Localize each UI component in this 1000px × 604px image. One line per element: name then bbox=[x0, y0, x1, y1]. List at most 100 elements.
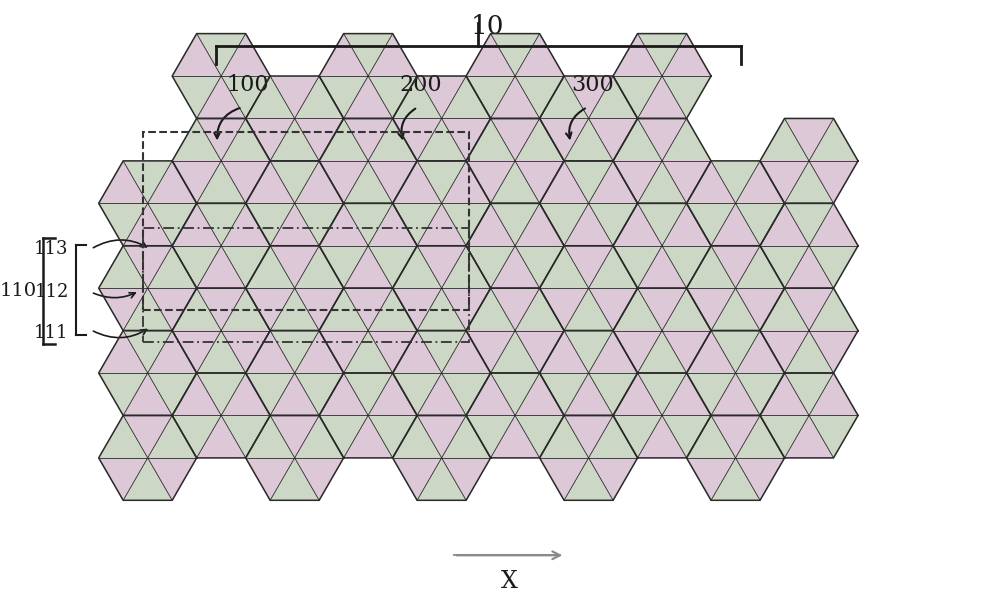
Polygon shape bbox=[221, 373, 270, 416]
Polygon shape bbox=[99, 330, 148, 373]
Polygon shape bbox=[417, 330, 466, 373]
Polygon shape bbox=[687, 416, 736, 458]
Polygon shape bbox=[613, 246, 662, 288]
Polygon shape bbox=[491, 246, 540, 288]
Polygon shape bbox=[417, 416, 466, 458]
Polygon shape bbox=[466, 373, 515, 416]
Text: 110: 110 bbox=[0, 282, 36, 300]
Polygon shape bbox=[197, 34, 246, 76]
Polygon shape bbox=[711, 373, 760, 416]
Polygon shape bbox=[368, 373, 417, 416]
Polygon shape bbox=[221, 34, 270, 76]
Polygon shape bbox=[540, 416, 589, 458]
Polygon shape bbox=[417, 118, 466, 161]
Polygon shape bbox=[172, 76, 221, 118]
Text: 300: 300 bbox=[572, 74, 614, 96]
Polygon shape bbox=[711, 161, 760, 204]
Polygon shape bbox=[197, 330, 246, 373]
Polygon shape bbox=[515, 76, 564, 118]
Polygon shape bbox=[295, 118, 344, 161]
Polygon shape bbox=[491, 161, 540, 204]
Polygon shape bbox=[295, 458, 344, 500]
Polygon shape bbox=[442, 161, 491, 204]
Polygon shape bbox=[99, 204, 148, 246]
Polygon shape bbox=[99, 458, 148, 500]
Text: X: X bbox=[501, 570, 518, 593]
Polygon shape bbox=[760, 204, 809, 246]
Polygon shape bbox=[442, 76, 491, 118]
Polygon shape bbox=[711, 204, 760, 246]
Polygon shape bbox=[613, 118, 662, 161]
Polygon shape bbox=[319, 373, 368, 416]
Polygon shape bbox=[246, 204, 295, 246]
Polygon shape bbox=[809, 330, 858, 373]
Polygon shape bbox=[148, 246, 197, 288]
Polygon shape bbox=[197, 76, 246, 118]
Polygon shape bbox=[711, 458, 760, 500]
Polygon shape bbox=[442, 118, 491, 161]
Polygon shape bbox=[417, 204, 466, 246]
Polygon shape bbox=[123, 288, 172, 330]
Polygon shape bbox=[123, 458, 172, 500]
Polygon shape bbox=[319, 76, 368, 118]
Polygon shape bbox=[197, 118, 246, 161]
Polygon shape bbox=[491, 416, 540, 458]
Polygon shape bbox=[442, 246, 491, 288]
Polygon shape bbox=[344, 246, 393, 288]
Polygon shape bbox=[172, 330, 221, 373]
Polygon shape bbox=[270, 373, 319, 416]
Text: 200: 200 bbox=[399, 74, 442, 96]
Polygon shape bbox=[466, 330, 515, 373]
Polygon shape bbox=[589, 458, 638, 500]
Polygon shape bbox=[687, 458, 736, 500]
Polygon shape bbox=[785, 288, 834, 330]
Polygon shape bbox=[736, 246, 785, 288]
Polygon shape bbox=[417, 458, 466, 500]
Polygon shape bbox=[589, 246, 638, 288]
Polygon shape bbox=[491, 118, 540, 161]
Polygon shape bbox=[393, 204, 442, 246]
Text: 111: 111 bbox=[34, 324, 69, 342]
Polygon shape bbox=[344, 416, 393, 458]
Polygon shape bbox=[466, 118, 515, 161]
Text: 112: 112 bbox=[34, 283, 69, 301]
Polygon shape bbox=[540, 161, 589, 204]
Polygon shape bbox=[515, 118, 564, 161]
Polygon shape bbox=[687, 288, 736, 330]
Polygon shape bbox=[540, 373, 589, 416]
Polygon shape bbox=[711, 246, 760, 288]
Polygon shape bbox=[760, 288, 809, 330]
Polygon shape bbox=[197, 204, 246, 246]
Polygon shape bbox=[613, 161, 662, 204]
Polygon shape bbox=[344, 330, 393, 373]
Polygon shape bbox=[564, 246, 613, 288]
Polygon shape bbox=[123, 373, 172, 416]
Polygon shape bbox=[809, 118, 858, 161]
Polygon shape bbox=[662, 416, 711, 458]
Polygon shape bbox=[344, 204, 393, 246]
Polygon shape bbox=[736, 416, 785, 458]
Polygon shape bbox=[344, 34, 393, 76]
Polygon shape bbox=[515, 204, 564, 246]
Polygon shape bbox=[711, 416, 760, 458]
Polygon shape bbox=[589, 204, 638, 246]
Polygon shape bbox=[270, 161, 319, 204]
Polygon shape bbox=[148, 458, 197, 500]
Polygon shape bbox=[368, 288, 417, 330]
Polygon shape bbox=[491, 330, 540, 373]
Polygon shape bbox=[295, 416, 344, 458]
Polygon shape bbox=[662, 288, 711, 330]
Polygon shape bbox=[123, 416, 172, 458]
Polygon shape bbox=[711, 330, 760, 373]
Polygon shape bbox=[319, 34, 368, 76]
Polygon shape bbox=[393, 118, 442, 161]
Polygon shape bbox=[368, 246, 417, 288]
Polygon shape bbox=[393, 373, 442, 416]
Polygon shape bbox=[295, 373, 344, 416]
Polygon shape bbox=[197, 288, 246, 330]
Polygon shape bbox=[613, 204, 662, 246]
Polygon shape bbox=[344, 76, 393, 118]
Polygon shape bbox=[172, 34, 221, 76]
Polygon shape bbox=[638, 34, 687, 76]
Polygon shape bbox=[295, 204, 344, 246]
